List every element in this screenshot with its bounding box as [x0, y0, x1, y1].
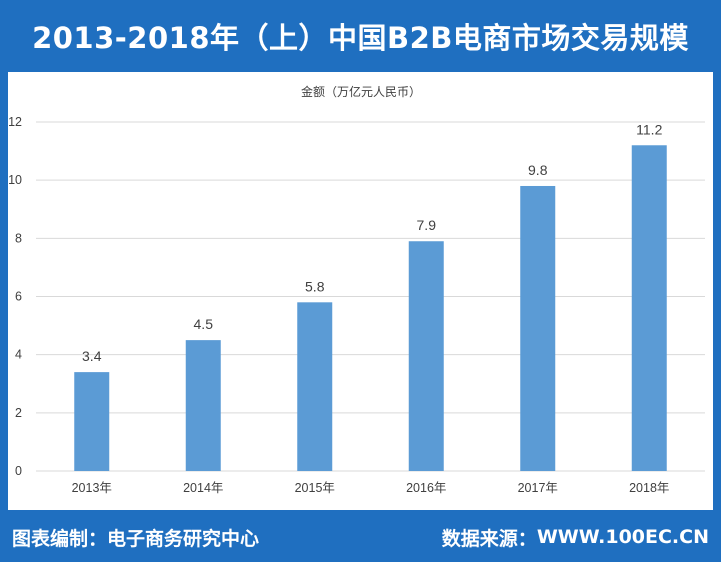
bar	[297, 302, 333, 471]
bar	[408, 241, 444, 471]
gridlines	[36, 121, 705, 472]
data-label: 5.8	[305, 278, 325, 294]
bars	[74, 145, 667, 471]
source-label: 数据来源：	[441, 527, 537, 550]
y-tick-label: 0	[15, 464, 22, 478]
x-tick-label: 2013年	[72, 481, 112, 495]
chart-title: 2013-2018年（上）中国B2B电商市场交易规模	[32, 21, 689, 55]
bar	[74, 372, 110, 471]
bar	[520, 185, 556, 471]
x-tick-label: 2017年	[518, 481, 558, 495]
x-tick-label: 2018年	[629, 481, 669, 495]
compiler-credit: 图表编制： 电子商务研究中心	[12, 524, 259, 551]
source-credit: 数据来源： WWW.100EC.CN	[442, 524, 709, 551]
y-tick-label: 2	[15, 406, 22, 420]
y-axis-label: 金额（万亿元人民币）	[301, 84, 421, 99]
data-label: 7.9	[417, 217, 437, 233]
x-tick-labels: 2013年 2014年 2015年 2016年 2017年 2018年	[72, 481, 670, 495]
y-tick-labels: 0 2 4 6 8 10 12	[8, 115, 22, 478]
data-label: 4.5	[194, 316, 214, 332]
data-label: 11.2	[636, 121, 662, 137]
y-tick-label: 6	[15, 290, 22, 304]
y-tick-label: 10	[8, 173, 22, 187]
compiler-label: 图表编制：	[12, 527, 108, 550]
x-tick-label: 2015年	[295, 481, 335, 495]
x-tick-label: 2014年	[183, 481, 223, 495]
plot-panel: 金额（万亿元人民币） 3.4 4.5 5.8 7.9 9.8 11.2 0 2 4 6 8 10 12…	[8, 72, 713, 510]
data-label: 3.4	[82, 348, 102, 364]
y-tick-label: 4	[15, 348, 22, 362]
bar	[631, 145, 667, 471]
source-value: WWW.100EC.CN	[536, 526, 709, 548]
data-labels: 3.4 4.5 5.8 7.9 9.8 11.2	[82, 121, 663, 364]
compiler-value: 电子商务研究中心	[107, 527, 260, 550]
x-tick-label: 2016年	[406, 481, 446, 495]
data-label: 9.8	[528, 162, 548, 178]
bar-chart: 金额（万亿元人民币） 3.4 4.5 5.8 7.9 9.8 11.2 0 2 4 6 8 10 12…	[8, 84, 705, 495]
bar	[185, 340, 221, 471]
y-tick-label: 12	[8, 115, 22, 129]
y-tick-label: 8	[15, 231, 22, 245]
footer: 图表编制： 电子商务研究中心 数据来源： WWW.100EC.CN	[0, 512, 721, 562]
